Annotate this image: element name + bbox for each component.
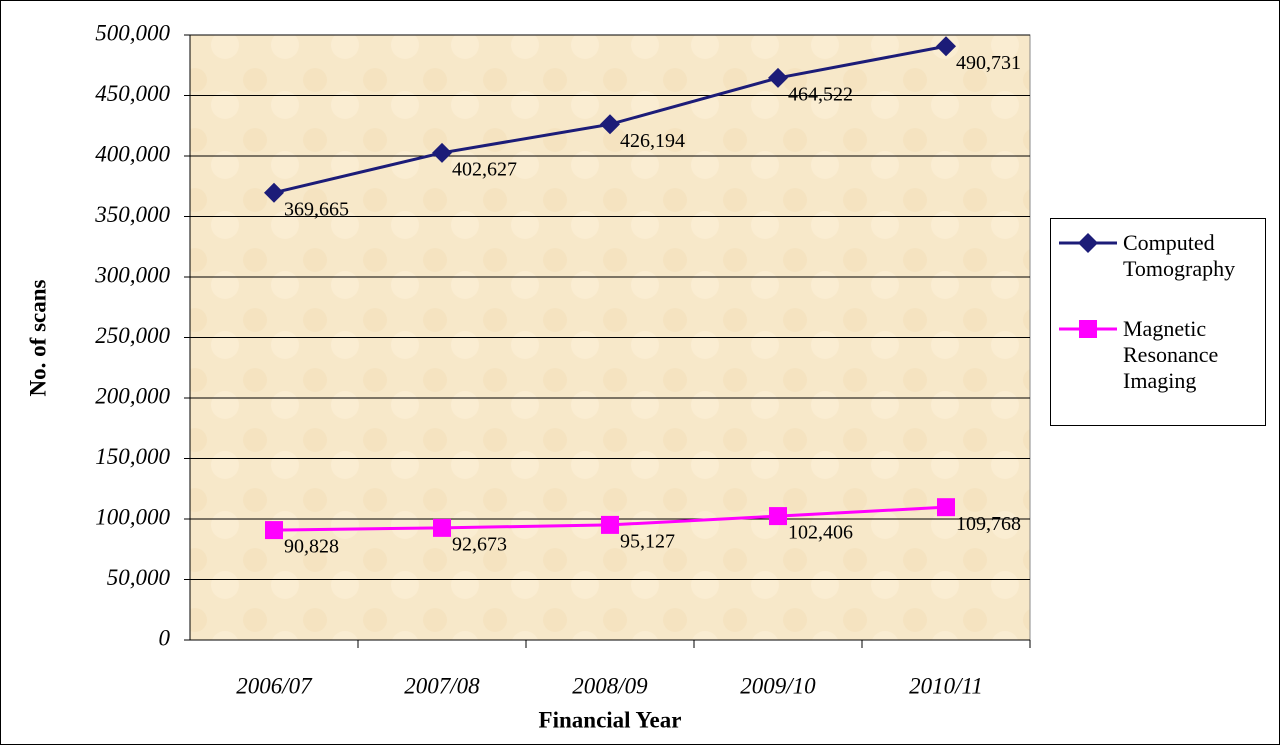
y-tick-label: 350,000 <box>94 202 170 227</box>
y-tick-label: 150,000 <box>95 444 170 469</box>
y-tick-label: 50,000 <box>107 565 171 590</box>
data-label: 402,627 <box>452 158 517 180</box>
legend-label: Computed Tomography <box>1123 230 1236 281</box>
point <box>600 114 620 135</box>
data-label: 92,673 <box>452 533 507 555</box>
data-label: 95,127 <box>620 530 675 552</box>
x-tick-label: 2008/09 <box>572 673 648 698</box>
y-tick-label: 500,000 <box>95 20 170 45</box>
x-tick-label: 2007/08 <box>404 673 480 698</box>
x-axis-title: Financial Year <box>539 707 682 732</box>
data-label: 102,406 <box>788 522 853 544</box>
point <box>433 518 451 537</box>
point <box>1079 320 1097 338</box>
y-tick-label: 400,000 <box>95 141 170 166</box>
legend-label: Magnetic Resonance Imaging <box>1123 316 1219 393</box>
legend: Computed Tomography Magnetic Resonance Im… <box>1050 218 1266 426</box>
point <box>432 142 452 163</box>
point <box>937 498 955 517</box>
data-label: 90,828 <box>284 536 339 558</box>
point <box>265 521 283 540</box>
x-tick-label: 2009/10 <box>740 673 816 698</box>
data-label: 464,522 <box>788 84 853 106</box>
data-label: 109,768 <box>956 513 1021 535</box>
point <box>936 36 956 57</box>
point <box>768 67 788 88</box>
y-tick-label: 100,000 <box>95 504 170 529</box>
point <box>264 182 284 203</box>
point <box>601 515 619 534</box>
legend-keys <box>1059 233 1117 338</box>
point <box>769 507 787 526</box>
y-axis-title: No. of scans <box>25 279 50 396</box>
x-tick-label: 2006/07 <box>236 673 313 698</box>
y-tick-label: 200,000 <box>95 383 170 408</box>
data-label: 369,665 <box>284 198 349 220</box>
x-tick-label: 2010/11 <box>909 673 983 698</box>
y-tick-label: 0 <box>159 625 171 650</box>
y-tick-label: 300,000 <box>94 262 170 287</box>
point <box>1078 233 1098 253</box>
y-tick-label: 250,000 <box>95 323 170 348</box>
data-label: 426,194 <box>620 130 685 152</box>
y-tick-label: 450,000 <box>95 81 170 106</box>
data-label: 490,731 <box>956 52 1021 74</box>
